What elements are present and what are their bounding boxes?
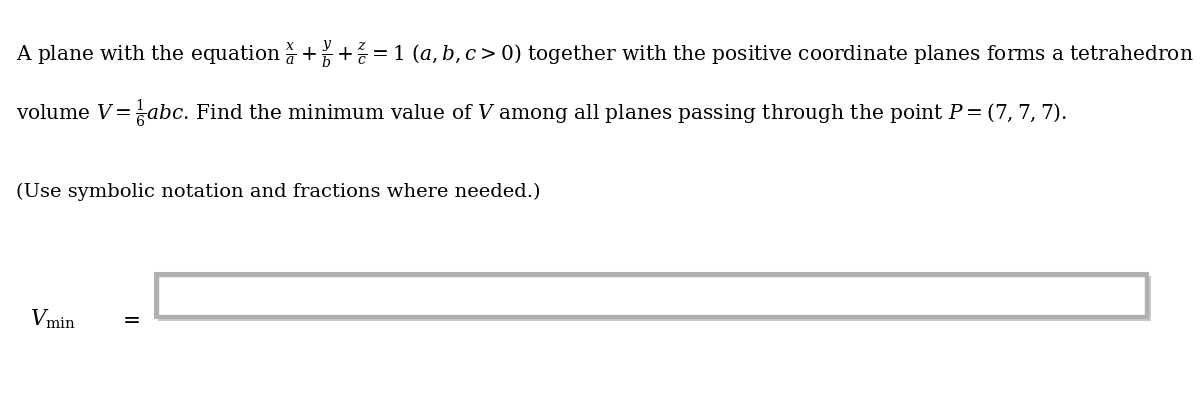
Text: (Use symbolic notation and fractions where needed.): (Use symbolic notation and fractions whe… [16,182,540,201]
Text: $V_{\mathrm{min}}$: $V_{\mathrm{min}}$ [30,307,76,331]
Bar [158,276,1145,315]
Text: $=$: $=$ [118,308,139,330]
Text: volume $V = \frac{1}{6}abc$. Find the minimum value of $V$ among all planes pass: volume $V = \frac{1}{6}abc$. Find the mi… [16,98,1067,130]
Bar [158,276,1151,321]
Text: A plane with the equation $\frac{x}{a} + \frac{y}{b} + \frac{z}{c} = 1$ $(a, b, : A plane with the equation $\frac{x}{a} +… [16,38,1200,70]
Bar [155,273,1148,318]
